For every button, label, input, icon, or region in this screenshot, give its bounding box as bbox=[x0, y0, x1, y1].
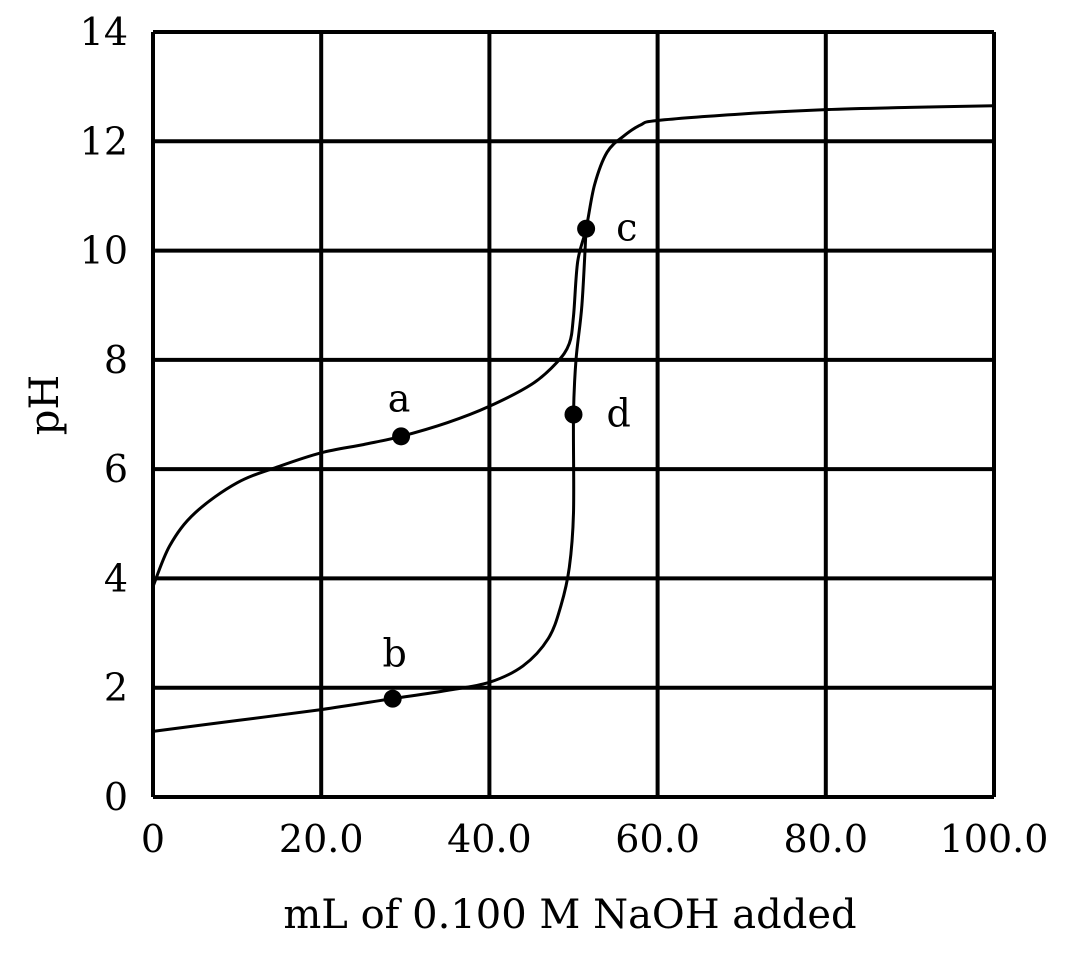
y-tick-label-7: 14 bbox=[80, 10, 128, 54]
y-tick-label-2: 4 bbox=[104, 556, 128, 600]
grid bbox=[151, 30, 996, 799]
ticks: 0 20.0 40.0 60.0 80.0 100.0 0 2 4 6 8 10 12 14 bbox=[80, 10, 1049, 861]
point-label-a: a bbox=[388, 376, 411, 420]
point-label-b: b bbox=[383, 632, 407, 676]
markers: a b c d bbox=[383, 206, 637, 708]
y-axis-label: pH bbox=[22, 375, 68, 436]
point-a bbox=[392, 427, 411, 446]
curves bbox=[151, 104, 995, 733]
x-tick-label-2: 40.0 bbox=[447, 817, 532, 861]
point-c bbox=[577, 219, 596, 238]
x-axis-label: mL of 0.100 M NaOH added bbox=[283, 892, 856, 938]
point-b bbox=[383, 689, 402, 708]
y-tick-label-0: 0 bbox=[104, 775, 128, 819]
point-label-d: d bbox=[607, 392, 631, 436]
point-label-c: c bbox=[616, 206, 637, 250]
x-tick-label-5: 100.0 bbox=[940, 817, 1049, 861]
y-tick-label-6: 12 bbox=[80, 119, 128, 163]
x-tick-label-0: 0 bbox=[141, 817, 165, 861]
y-tick-label-5: 10 bbox=[80, 229, 128, 273]
x-tick-label-1: 20.0 bbox=[279, 817, 364, 861]
x-tick-label-4: 80.0 bbox=[783, 817, 868, 861]
y-tick-label-4: 8 bbox=[104, 338, 128, 382]
x-tick-label-3: 60.0 bbox=[615, 817, 700, 861]
y-tick-label-1: 2 bbox=[104, 666, 128, 710]
point-d bbox=[564, 405, 583, 424]
y-tick-label-3: 6 bbox=[104, 447, 128, 491]
titration-curve-2 bbox=[152, 228, 588, 733]
titration-curve-1 bbox=[151, 104, 995, 588]
